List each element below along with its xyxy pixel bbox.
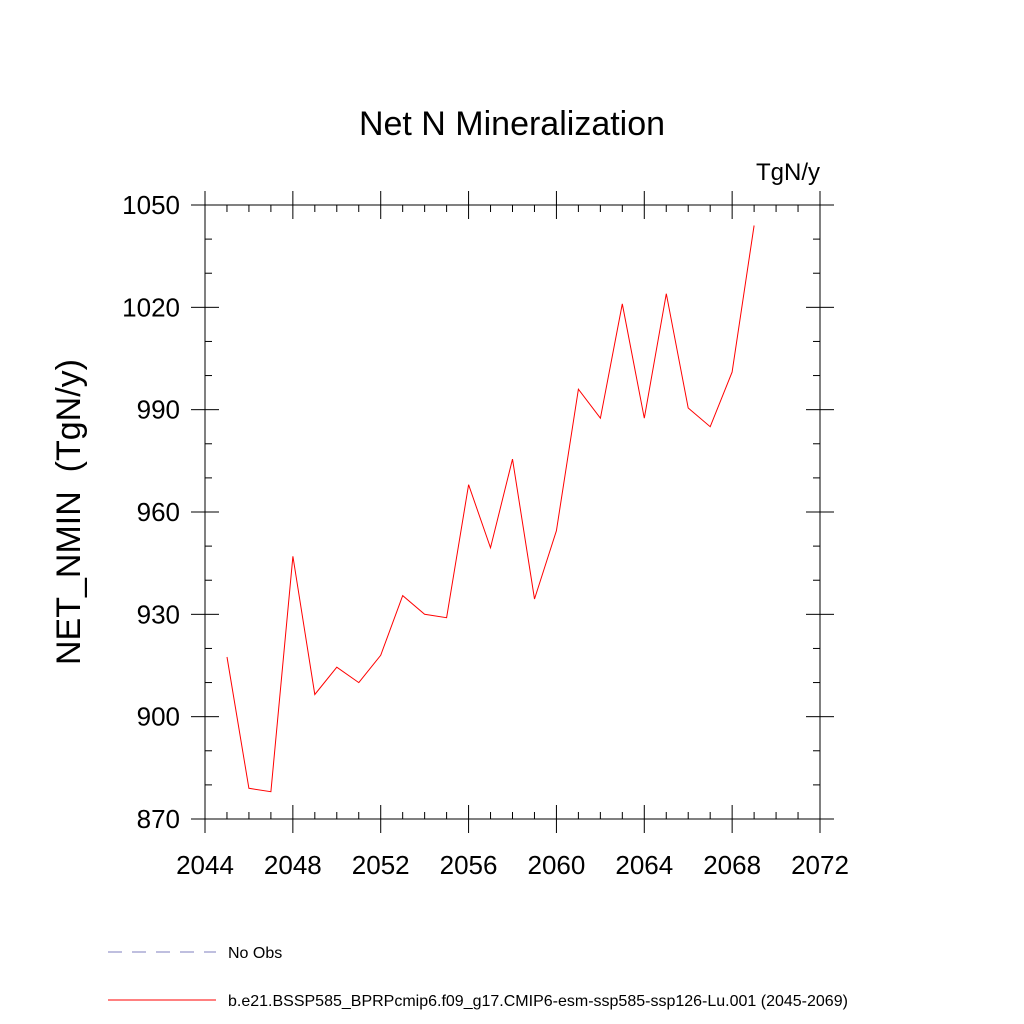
y-tick-label: 930	[137, 599, 180, 629]
series-line	[226, 225, 755, 793]
legend-label: b.e21.BSSP585_BPRPcmip6.f09_g17.CMIP6-es…	[228, 993, 848, 1010]
x-tick-label: 2056	[440, 850, 498, 880]
chart-title: Net N Mineralization	[359, 105, 665, 143]
axis-ticks	[191, 191, 834, 833]
x-tick-label: 2044	[176, 850, 234, 880]
plot-frame	[204, 204, 821, 820]
x-tick-label: 2072	[791, 850, 849, 880]
y-tick-label: 900	[137, 702, 180, 732]
legend-label: No Obs	[228, 945, 282, 962]
units-label: TgN/y	[756, 159, 820, 186]
x-tick-label: 2048	[264, 850, 322, 880]
data-series	[226, 225, 755, 793]
y-tick-label: 870	[137, 804, 180, 834]
axis-tick-labels: 2044 2048 2052 2056 2060 2064 2068 2072 870 900 93…	[122, 190, 849, 880]
x-tick-label: 2052	[352, 850, 410, 880]
y-tick-label: 990	[137, 395, 180, 425]
x-tick-label: 2064	[615, 850, 673, 880]
x-tick-label: 2060	[528, 850, 586, 880]
legend: No Obs b.e21.BSSP585_BPRPcmip6.f09_g17.CM…	[108, 945, 848, 1010]
y-tick-label: 1020	[122, 292, 180, 322]
y-tick-label: 960	[137, 497, 180, 527]
y-tick-label: 1050	[122, 190, 180, 220]
x-tick-label: 2068	[703, 850, 761, 880]
y-axis-label: NET_NMIN (TgN/y)	[50, 359, 88, 665]
